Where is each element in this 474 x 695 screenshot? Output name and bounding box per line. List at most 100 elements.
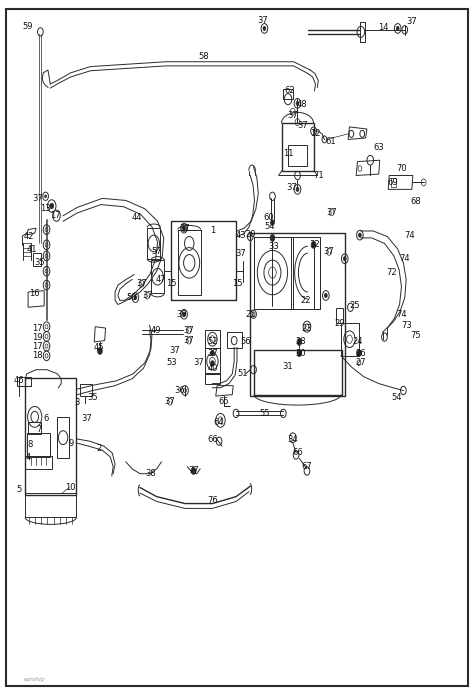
Circle shape [50,203,54,208]
Text: 74: 74 [396,310,407,319]
Text: 26: 26 [356,349,366,357]
Text: 72: 72 [387,268,397,277]
Bar [25,378,76,495]
Text: 17: 17 [50,211,60,220]
Text: 77: 77 [188,466,199,475]
Bar [27,433,50,457]
Circle shape [324,293,327,297]
Text: 12: 12 [310,129,320,138]
Text: eziship: eziship [23,677,45,682]
Circle shape [358,233,361,237]
Text: 37: 37 [287,111,298,120]
Text: 40: 40 [207,363,218,373]
Text: 37: 37 [142,291,153,300]
Text: 50: 50 [127,293,137,302]
Text: 37: 37 [257,15,268,24]
Bar [254,350,342,395]
Bar [336,308,343,323]
Text: 69: 69 [388,178,398,187]
Bar [33,253,41,265]
Circle shape [297,350,302,357]
Text: 37: 37 [324,247,335,256]
Text: 58: 58 [199,51,209,60]
Text: 71: 71 [313,171,324,180]
Text: 66: 66 [207,434,218,443]
Circle shape [297,338,302,345]
Circle shape [296,187,299,191]
Text: 15: 15 [166,279,177,288]
Text: 60: 60 [264,213,274,222]
Text: 37: 37 [82,414,92,423]
Text: 7: 7 [37,425,42,434]
Text: 17: 17 [32,342,43,350]
Text: 57: 57 [151,247,162,256]
Bar [227,332,242,348]
Text: 35: 35 [34,259,45,268]
Text: 22: 22 [300,296,311,305]
Text: 18: 18 [32,352,43,360]
Bar [28,422,41,434]
Bar [254,236,292,309]
Text: 64: 64 [214,418,224,427]
Text: 39: 39 [176,310,187,319]
Text: 24: 24 [352,338,363,346]
Text: 55: 55 [259,409,270,418]
Text: 9: 9 [68,439,73,448]
Bar [254,236,319,309]
Bar [17,377,31,386]
Text: 54: 54 [264,222,274,231]
Text: 38: 38 [146,469,156,478]
Text: 42: 42 [24,232,34,241]
Bar [293,236,320,309]
Text: 41: 41 [26,245,36,254]
Text: 74: 74 [404,231,415,240]
Text: 28: 28 [295,338,306,346]
Text: 1: 1 [210,227,215,236]
Text: 37: 37 [32,194,43,203]
Circle shape [98,348,102,354]
Text: 31: 31 [283,362,293,371]
Text: 20: 20 [245,230,255,239]
Circle shape [182,312,185,316]
Text: 54: 54 [392,393,402,402]
Text: 23: 23 [301,324,312,333]
Text: 30: 30 [295,349,306,357]
Text: 37: 37 [297,121,308,130]
Circle shape [134,295,137,300]
Bar [147,227,160,259]
Bar [250,233,345,396]
Text: 59: 59 [23,22,33,31]
Bar [205,330,220,348]
Text: 68: 68 [410,197,421,206]
Text: 17: 17 [32,324,43,333]
Text: 44: 44 [132,213,142,222]
Text: 6: 6 [43,414,48,423]
Bar [25,457,52,469]
Text: 37: 37 [286,183,297,193]
Text: 13: 13 [40,204,51,213]
Bar [178,229,201,295]
Text: 62: 62 [284,86,295,95]
Circle shape [296,101,299,106]
Bar [288,145,308,166]
Circle shape [263,26,266,31]
Circle shape [191,468,196,475]
Text: 37: 37 [183,326,194,335]
Bar [391,178,396,186]
Text: 25: 25 [349,302,359,311]
Text: 65: 65 [219,397,229,406]
Circle shape [343,256,346,261]
Text: 43: 43 [236,231,246,240]
Text: 2: 2 [96,443,101,452]
Bar [341,322,359,356]
Text: 36: 36 [174,386,185,395]
Text: 45: 45 [94,343,104,352]
Text: 52: 52 [207,338,218,346]
Circle shape [270,234,275,241]
Text: 27: 27 [356,358,366,367]
Text: 32: 32 [310,240,320,250]
Text: 51: 51 [237,369,248,378]
Text: 49: 49 [150,326,161,335]
Circle shape [210,350,214,356]
Text: 37: 37 [236,250,246,259]
